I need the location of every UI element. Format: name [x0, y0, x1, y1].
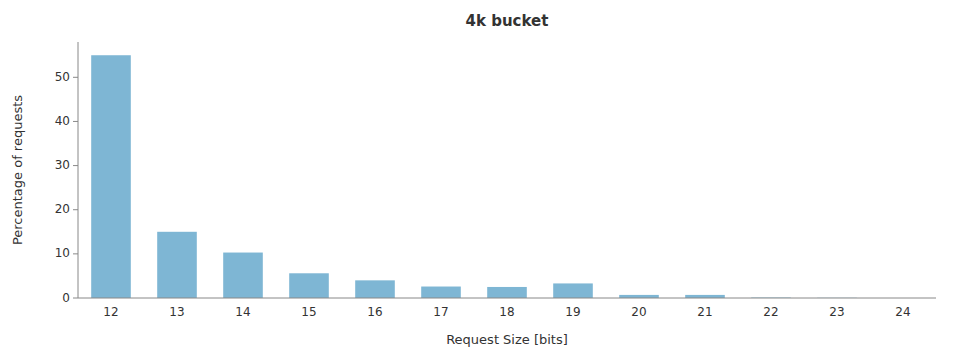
bar	[487, 287, 527, 298]
x-tick-label: 14	[235, 305, 250, 319]
x-tick-label: 23	[829, 305, 844, 319]
x-tick-label: 12	[103, 305, 118, 319]
y-tick	[73, 209, 78, 210]
y-tick-label: 20	[55, 202, 70, 216]
x-tick-label: 17	[433, 305, 448, 319]
bar	[157, 232, 197, 298]
axes: 0 10 20 30 40 50 12 13 14 15 16 17 18 19 20 21 22 23 24	[55, 42, 936, 319]
y-tick-label: 40	[55, 114, 70, 128]
y-axis-line	[78, 42, 79, 298]
y-tick-label: 50	[55, 70, 70, 84]
chart-svg: 0 10 20 30 40 50 12 13 14 15 16 17 18 19 20 21 22 23 24 4k …	[0, 0, 960, 360]
y-tick	[73, 253, 78, 254]
bar	[553, 283, 593, 298]
title: 4k bucket	[466, 12, 549, 30]
x-tick-label: 24	[895, 305, 910, 319]
bar	[355, 280, 395, 298]
y-tick	[73, 77, 78, 78]
x-tick-label: 13	[169, 305, 184, 319]
x-tick-label: 16	[367, 305, 382, 319]
bars	[91, 55, 857, 298]
y-tick	[73, 165, 78, 166]
y-tick-label: 10	[55, 246, 70, 260]
x-tick-label: 18	[499, 305, 514, 319]
y-tick-label: 30	[55, 158, 70, 172]
x-tick-label: 22	[763, 305, 778, 319]
y-tick	[73, 298, 78, 299]
x-axis-label: Request Size [bits]	[446, 332, 568, 347]
bar	[223, 253, 263, 298]
bar	[421, 287, 461, 298]
y-axis-label: Percentage of requests	[10, 95, 25, 245]
x-tick-label: 19	[565, 305, 580, 319]
chart-container: 0 10 20 30 40 50 12 13 14 15 16 17 18 19 20 21 22 23 24 4k …	[0, 0, 960, 360]
x-axis-line	[78, 298, 936, 299]
bar	[91, 55, 131, 298]
y-tick-label: 0	[62, 291, 70, 305]
y-tick	[73, 121, 78, 122]
x-tick-label: 15	[301, 305, 316, 319]
x-tick-label: 20	[631, 305, 646, 319]
bar	[289, 273, 329, 298]
x-tick-label: 21	[697, 305, 712, 319]
